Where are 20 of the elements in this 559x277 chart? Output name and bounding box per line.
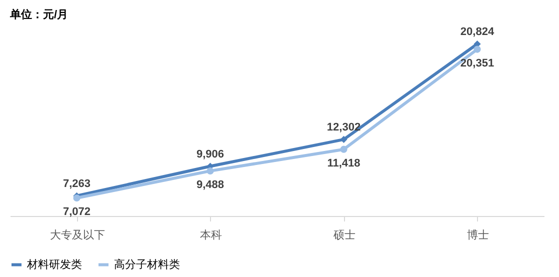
data-label: 9,906 [196,148,224,160]
x-tick-label: 大专及以下 [50,228,105,242]
legend-label: 材料研发类 [26,258,82,271]
data-label: 7,263 [62,178,91,190]
point [340,136,348,143]
data-label: 20,351 [460,57,494,70]
x-tick-label: 博士 [466,228,489,242]
legend-label: 高分子材料类 [114,258,180,271]
x-tick-label: 本科 [200,228,222,242]
data-label: 7,072 [62,206,91,218]
data-label: 9,488 [196,178,224,191]
data-label: 11,418 [327,157,360,170]
text: 单位：元/月 [9,8,68,21]
point [206,167,214,174]
point [340,146,348,153]
data-label: 12,302 [326,121,361,134]
point [73,194,80,202]
data-label: 20,824 [460,26,495,38]
point [474,46,481,53]
x-tick-label: 硕士 [332,228,356,242]
